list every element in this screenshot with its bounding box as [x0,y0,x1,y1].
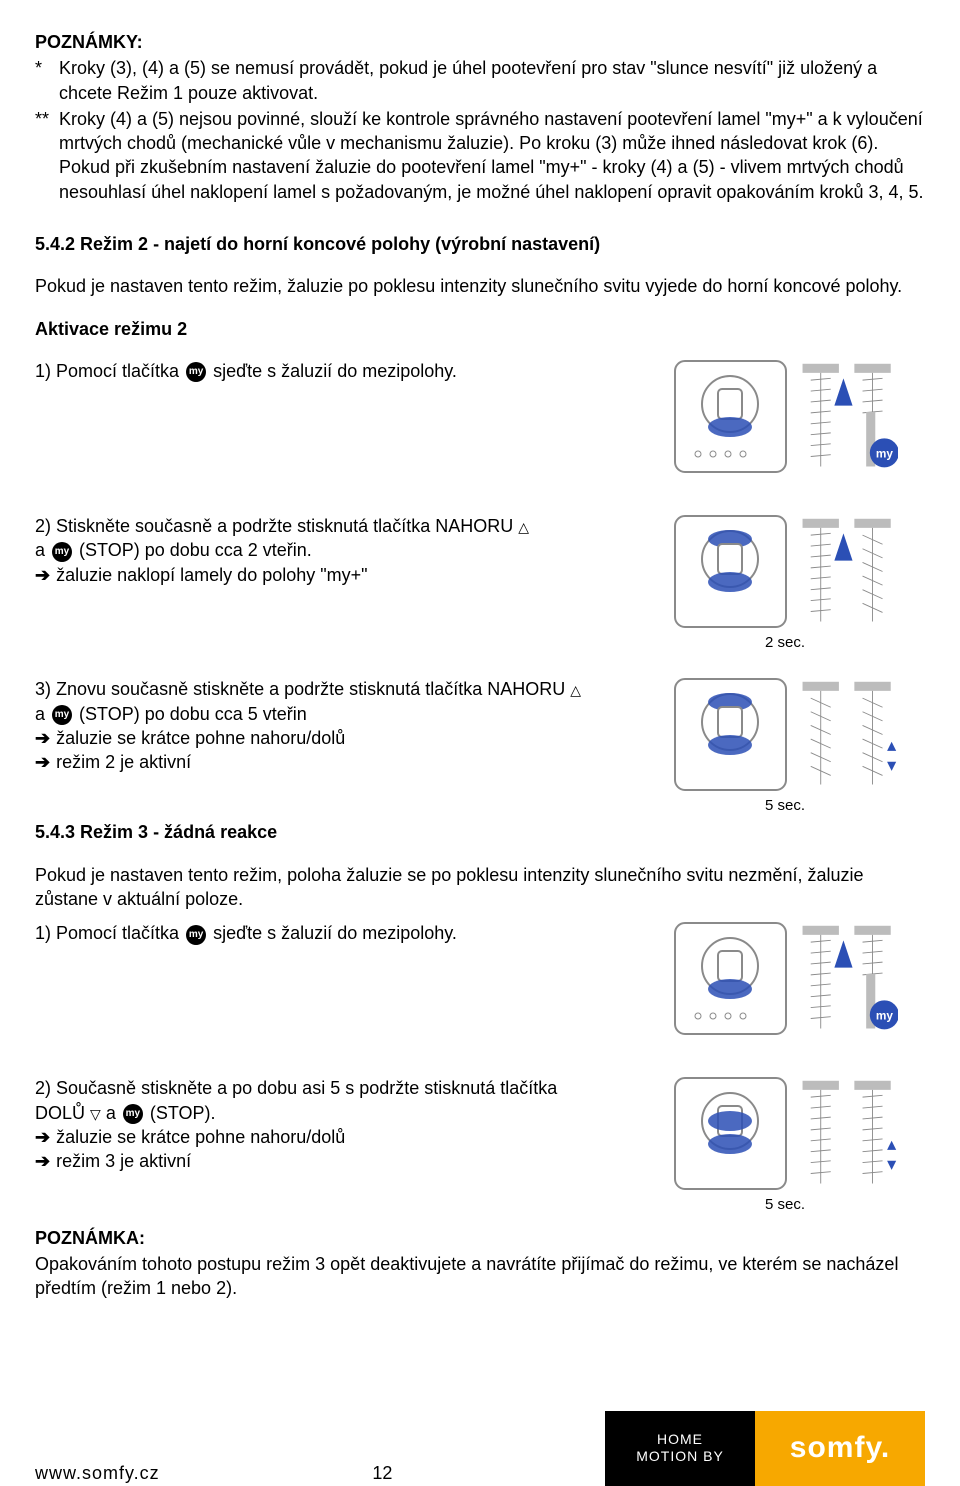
triangle-up-icon: △ [570,682,581,698]
remote-icon [673,359,788,474]
logo-line2: MOTION BY [636,1448,724,1465]
remote-icon [673,677,788,792]
blind-icon [798,514,898,629]
my-icon: my [186,925,206,945]
step-543-2-result1: žaluzie se krátce pohne nahoru/dolů [56,1125,345,1149]
step-542-2-l2-post: (STOP) po dobu cca 2 vteřin. [79,540,312,560]
step-542-1: 1) Pomocí tlačítka my sjeďte s žaluzií d… [35,359,925,474]
note-543-heading: POZNÁMKA: [35,1226,925,1250]
remote-icon [673,514,788,629]
illustration-543-2: 5 sec. [645,1076,925,1215]
step-543-2-l2-mid: a [106,1103,121,1123]
illustration-542-3: 5 sec. [645,677,925,816]
step-542-3-l1: 3) Znovu současně stiskněte a podržte st… [35,679,570,699]
note-1: * Kroky (3), (4) a (5) se nemusí provádě… [35,56,925,105]
note-mark-1: * [35,56,59,105]
blind-icon [798,677,898,792]
step-542-1-post: sjeďte s žaluzií do mezipolohy. [213,361,457,381]
note-text-2: Kroky (4) a (5) nejsou povinné, slouží k… [59,107,925,204]
step-542-3-l2-post: (STOP) po dobu cca 5 vteřin [79,704,307,724]
my-icon: my [123,1104,143,1124]
step-543-1-pre: 1) Pomocí tlačítka [35,923,184,943]
section-542-intro: Pokud je nastaven tento režim, žaluzie p… [35,274,925,298]
step-542-1-pre: 1) Pomocí tlačítka [35,361,184,381]
blind-icon: my [798,921,898,1036]
step-543-2-l2-post: (STOP). [150,1103,216,1123]
section-543-title: 5.4.3 Režim 3 - žádná reakce [35,820,925,844]
step-543-1: 1) Pomocí tlačítka my sjeďte s žaluzií d… [35,921,925,1036]
step-542-2-result: žaluzie naklopí lamely do polohy "my+" [56,563,367,587]
my-icon: my [186,362,206,382]
note-text-1: Kroky (3), (4) a (5) se nemusí provádět,… [59,56,925,105]
my-icon: my [52,542,72,562]
logo-line1: HOME [657,1431,703,1448]
note-2: ** Kroky (4) a (5) nejsou povinné, slouž… [35,107,925,204]
illustration-543-1: my [645,921,925,1036]
blind-icon: my [798,359,898,474]
activate-heading: Aktivace režimu 2 [35,317,925,341]
step-543-2: 2) Současně stiskněte a po dobu asi 5 s … [35,1076,925,1215]
step-543-2-l1: 2) Současně stiskněte a po dobu asi 5 s … [35,1076,635,1100]
caption-5sec: 5 sec. [645,796,925,816]
step-543-1-post: sjeďte s žaluzií do mezipolohy. [213,923,457,943]
step-542-2: 2) Stiskněte současně a podržte stisknut… [35,514,925,653]
remote-icon [673,921,788,1036]
illustration-542-2: 2 sec. [645,514,925,653]
remote-icon [673,1076,788,1191]
caption-2sec: 2 sec. [645,633,925,653]
svg-text:my: my [875,446,892,460]
step-542-2-l2-pre: a [35,540,50,560]
step-543-2-result2: režim 3 je aktivní [56,1149,191,1173]
somfy-logo: somfy. [755,1411,925,1486]
step-542-3: 3) Znovu současně stiskněte a podržte st… [35,677,925,816]
section-542-title: 5.4.2 Režim 2 - najetí do horní koncové … [35,232,925,256]
arrow-icon: ➔ [35,750,50,774]
home-motion-logo: HOME MOTION BY [605,1411,755,1486]
arrow-icon: ➔ [35,726,50,750]
note-543-body: Opakováním tohoto postupu režim 3 opět d… [35,1252,925,1301]
illustration-542-1: my [645,359,925,474]
note-mark-2: ** [35,107,59,204]
step-542-3-l2-pre: a [35,704,50,724]
step-542-2-l1: 2) Stiskněte současně a podržte stisknut… [35,516,518,536]
page-footer: www.somfy.cz 12 HOME MOTION BY somfy. [35,1411,925,1486]
arrow-icon: ➔ [35,563,50,587]
triangle-down-icon: ▽ [90,1105,101,1121]
svg-text:my: my [875,1009,892,1023]
section-543-intro: Pokud je nastaven tento režim, poloha ža… [35,863,925,912]
notes-heading: POZNÁMKY: [35,30,925,54]
step-543-2-l2-pre: DOLŮ [35,1103,90,1123]
step-542-3-result1: žaluzie se krátce pohne nahoru/dolů [56,726,345,750]
arrow-icon: ➔ [35,1125,50,1149]
triangle-up-icon: △ [518,519,529,535]
step-542-3-result2: režim 2 je aktivní [56,750,191,774]
caption-5sec: 5 sec. [645,1195,925,1215]
my-icon: my [52,705,72,725]
blind-icon [798,1076,898,1191]
arrow-icon: ➔ [35,1149,50,1173]
